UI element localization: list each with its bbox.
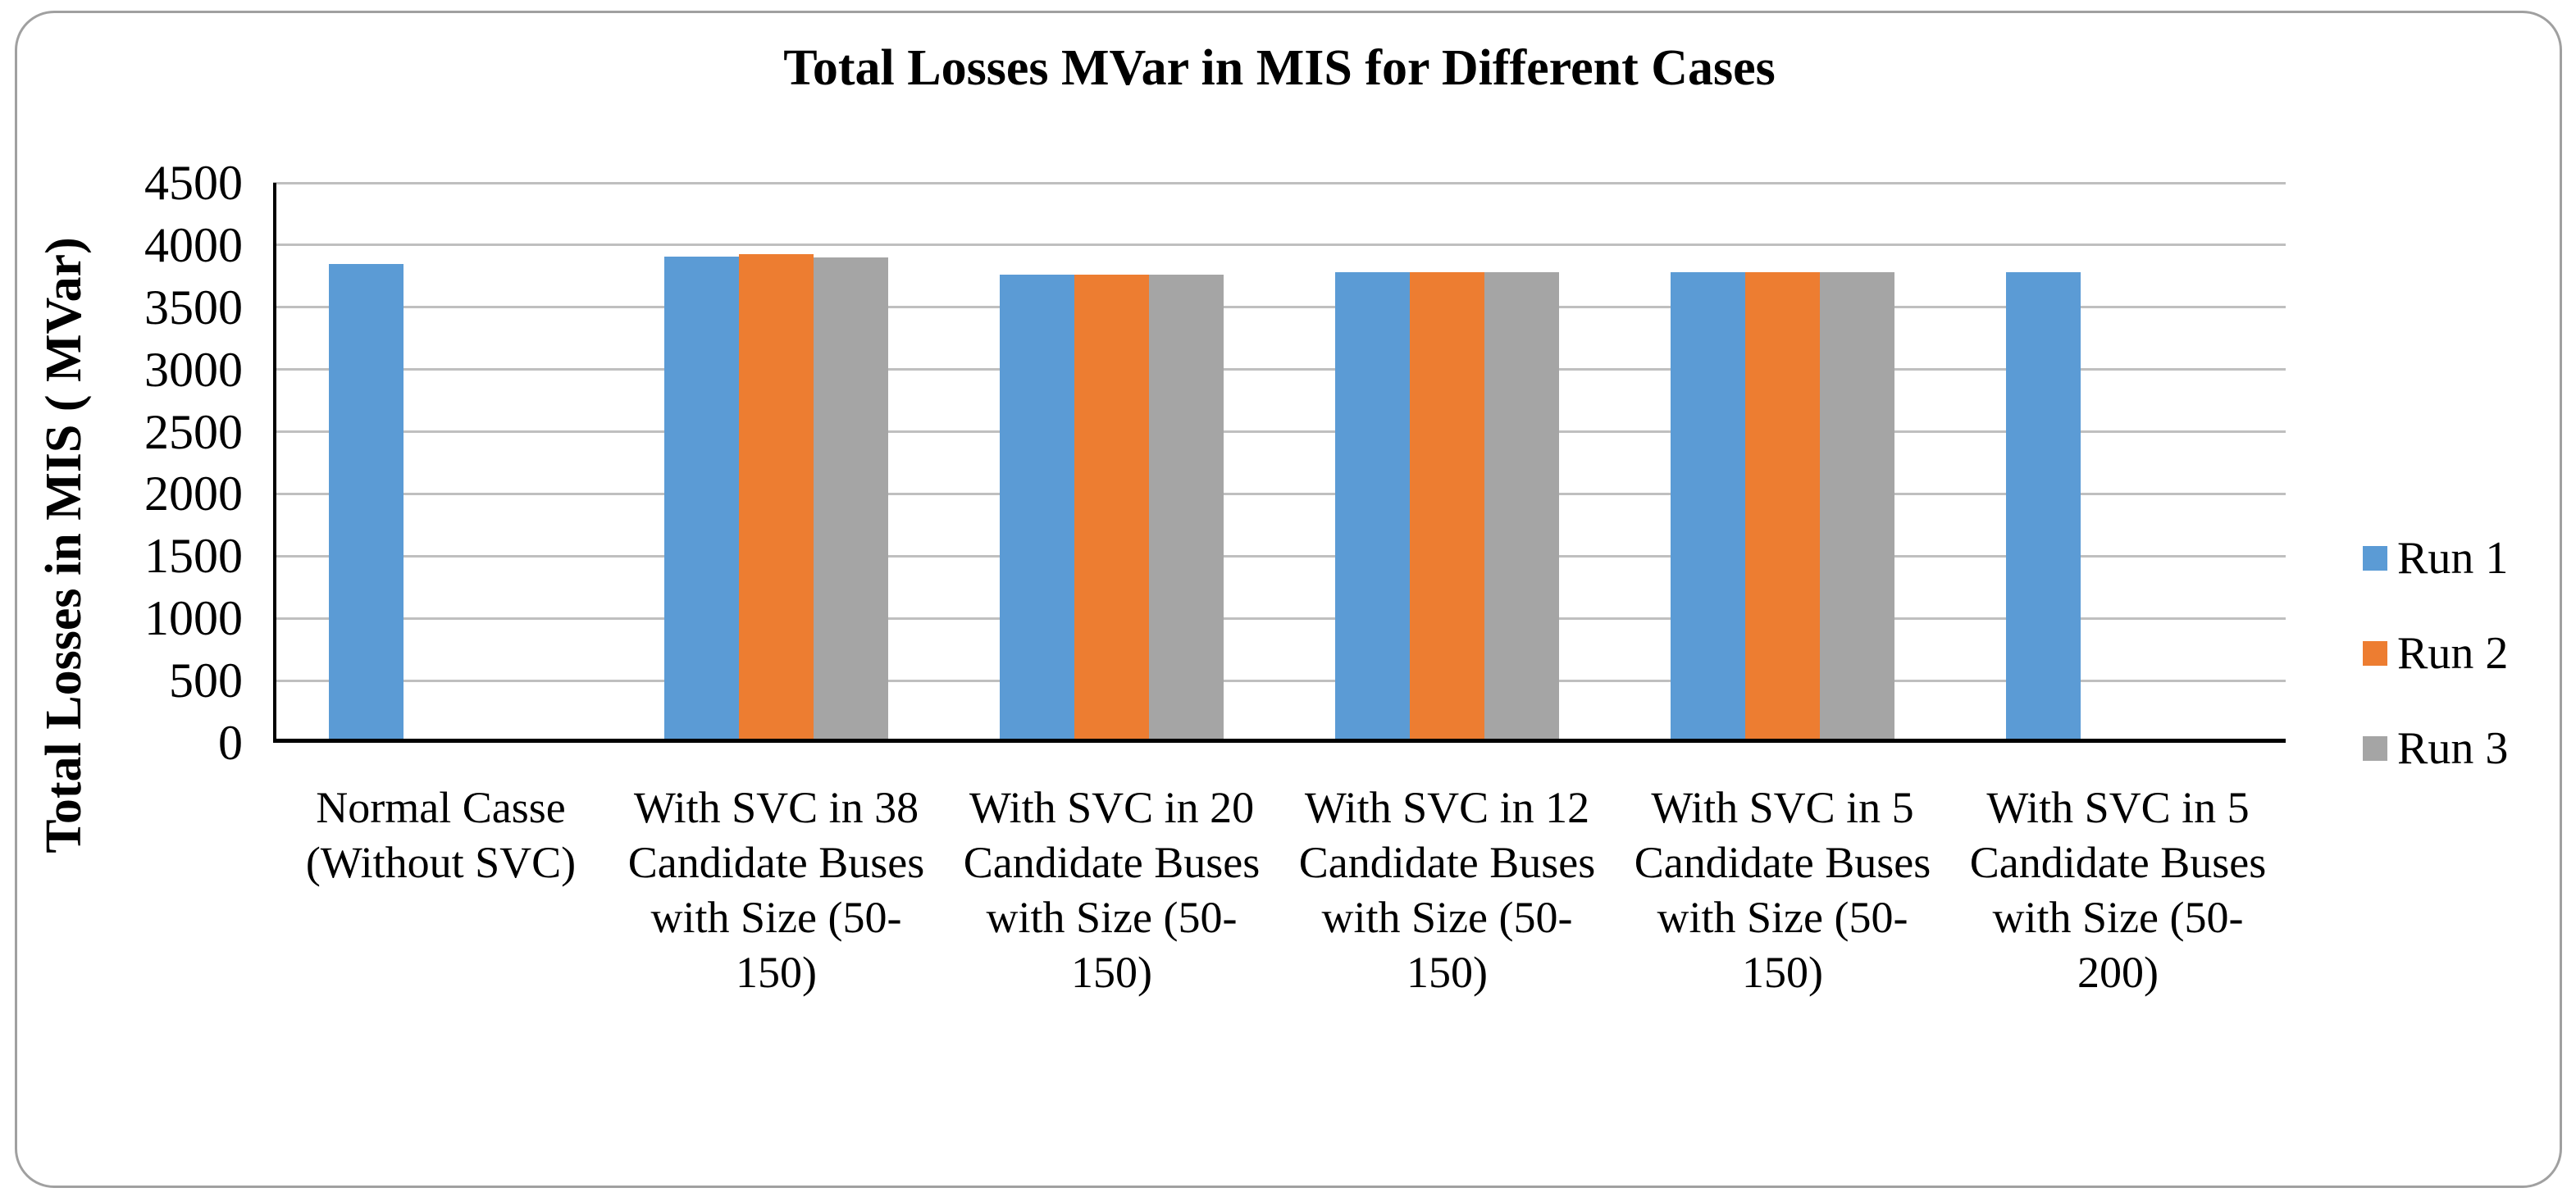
y-tick-label-0: 0 xyxy=(218,716,243,770)
bar-run2-cat3 xyxy=(1074,275,1149,739)
gridline-1500 xyxy=(273,554,2286,558)
legend-item-run2: Run 2 xyxy=(2363,628,2508,679)
gridline-4000 xyxy=(273,243,2286,247)
legend-label: Run 2 xyxy=(2397,628,2509,679)
bar-run1-cat4 xyxy=(1335,271,1410,739)
legend-swatch-run2 xyxy=(2363,641,2387,666)
y-tick-label-500: 500 xyxy=(169,653,243,708)
legend-swatch-run1 xyxy=(2363,546,2387,571)
gridline-500 xyxy=(273,679,2286,682)
x-category-label: With SVC in 38 Candidate Buses with Size… xyxy=(627,783,925,997)
y-axis-line xyxy=(273,183,276,743)
bar-run1-cat3 xyxy=(1000,275,1074,739)
x-category-label: With SVC in 5 Candidate Buses with Size … xyxy=(1969,783,2267,997)
gridline-2500 xyxy=(273,430,2286,434)
bar-run2-cat4 xyxy=(1410,271,1484,739)
bar-run3-cat2 xyxy=(814,257,888,739)
bar-run3-cat3 xyxy=(1149,274,1224,739)
y-tick-label-1500: 1500 xyxy=(144,529,243,584)
y-axis-ticks: 0 500 1000 1500 2000 2500 3000 3500 4000 4500 xyxy=(49,157,243,769)
gridline-1000 xyxy=(273,617,2286,620)
chart-title: Total Losses MVar in MIS for Different C… xyxy=(783,40,1776,96)
y-tick-label-3500: 3500 xyxy=(144,280,243,335)
legend-label: Run 3 xyxy=(2397,723,2509,774)
bar-run1-cat5 xyxy=(1671,271,1745,739)
bar-run3-cat5 xyxy=(1820,271,1894,739)
x-category-label: With SVC in 12 Candidate Buses with Size… xyxy=(1298,783,1596,997)
plot-area xyxy=(273,181,2286,743)
chart-frame xyxy=(15,11,2562,1188)
gridline-2000 xyxy=(273,492,2286,495)
y-tick-label-2500: 2500 xyxy=(144,404,243,459)
bar-run1-cat6 xyxy=(2006,271,2081,739)
legend-swatch-run3 xyxy=(2363,736,2387,761)
bar-run2-cat5 xyxy=(1745,271,1820,739)
gridline-3000 xyxy=(273,368,2286,371)
legend-item-run1: Run 1 xyxy=(2363,533,2508,584)
legend-label: Run 1 xyxy=(2397,533,2509,584)
legend: Run 1 Run 2 Run 3 xyxy=(2363,533,2508,774)
bar-run1-cat1 xyxy=(329,263,403,739)
x-category-label: Normal Casse (Without SVC) xyxy=(305,783,577,887)
x-category-label: With SVC in 20 Candidate Buses with Size… xyxy=(963,783,1261,997)
bar-run2-cat2 xyxy=(739,254,814,739)
x-axis-line xyxy=(273,739,2286,743)
x-category-label: With SVC in 5 Candidate Buses with Size … xyxy=(1634,783,1931,997)
y-tick-label-4000: 4000 xyxy=(144,217,243,272)
gridline-4500 xyxy=(273,181,2286,184)
y-tick-label-3000: 3000 xyxy=(144,342,243,397)
x-axis-labels: Normal Casse (Without SVC) With SVC in 38… xyxy=(273,781,2286,1076)
y-tick-label-4500: 4500 xyxy=(144,156,243,210)
gridline-3500 xyxy=(273,306,2286,309)
bar-run3-cat4 xyxy=(1484,272,1559,739)
y-tick-label-1000: 1000 xyxy=(144,591,243,646)
bar-run1-cat2 xyxy=(664,257,739,739)
legend-item-run3: Run 3 xyxy=(2363,723,2508,774)
y-tick-label-2000: 2000 xyxy=(144,467,243,521)
